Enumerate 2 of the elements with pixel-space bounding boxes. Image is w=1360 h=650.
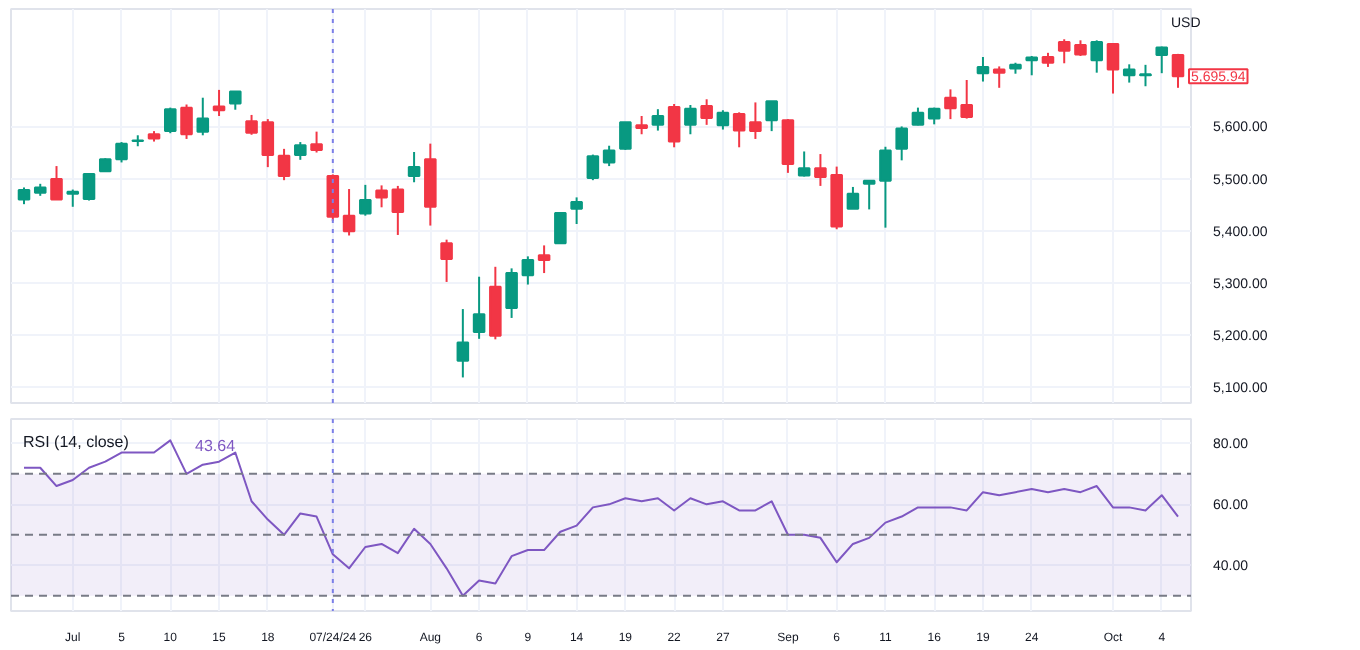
annotation: 43.64 xyxy=(195,437,237,455)
series-label: RSI (14, close) xyxy=(23,433,130,451)
